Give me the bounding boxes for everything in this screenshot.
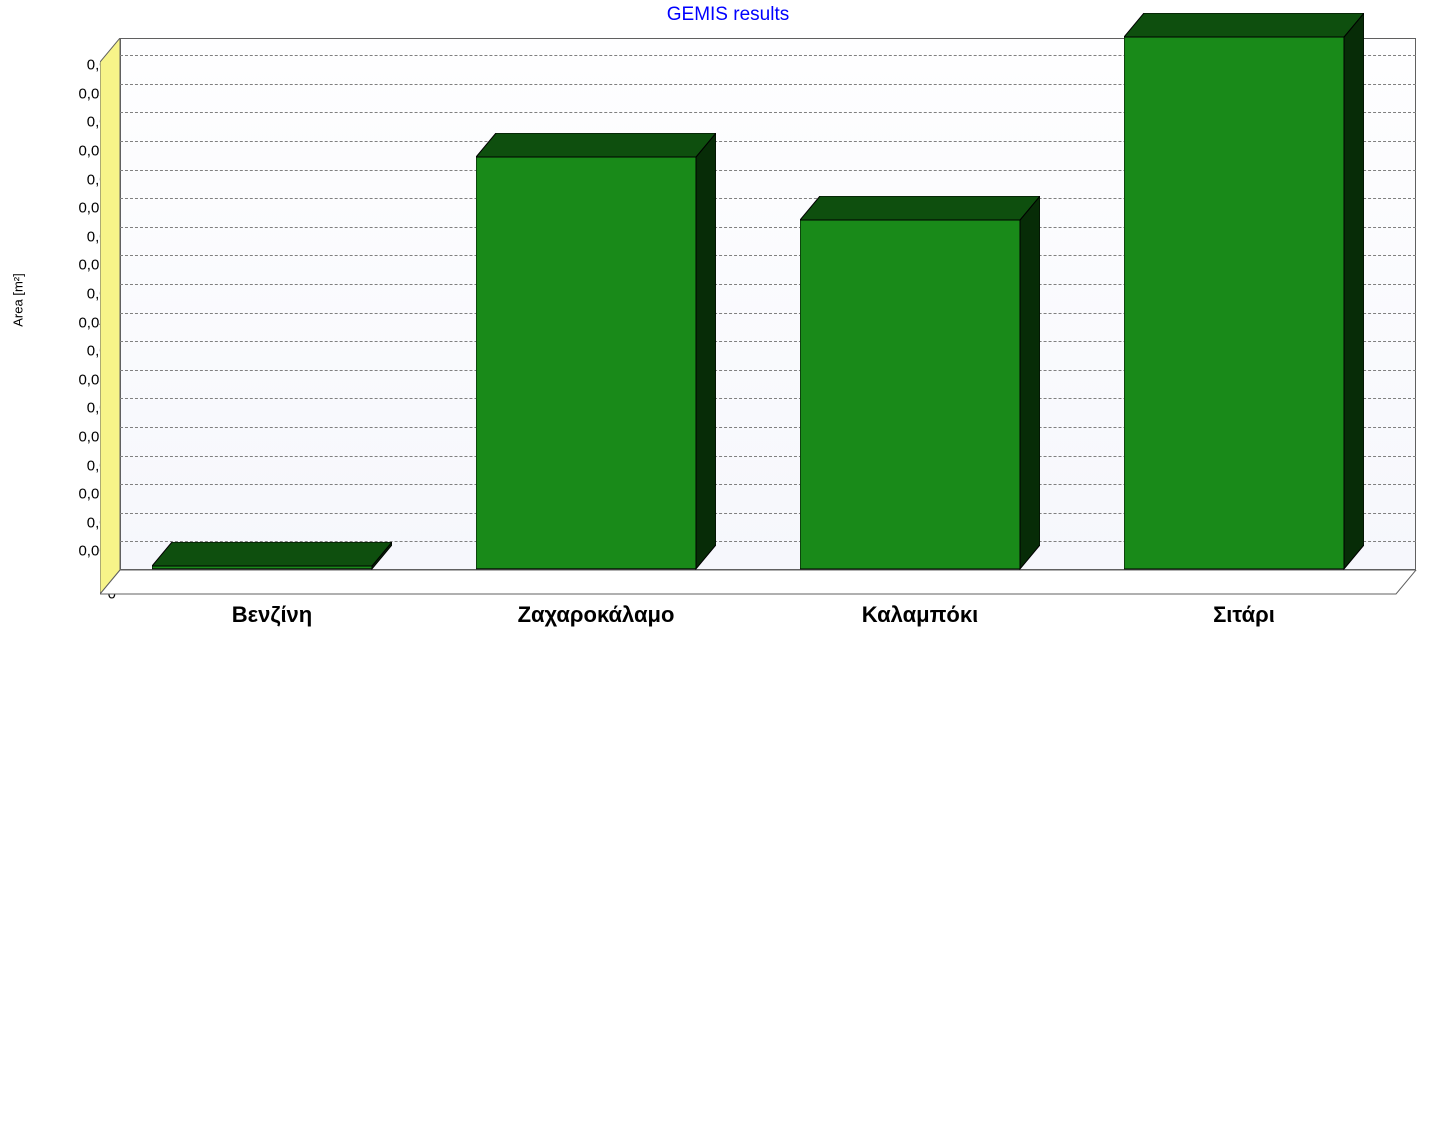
x-category-label: Βενζίνη <box>122 602 422 628</box>
x-category-label: Καλαμπόκι <box>770 602 1070 628</box>
chart-container: GEMIS results Area [m²] 00,0050,010,0150… <box>0 0 1456 651</box>
y-axis-label: Area [m²] <box>11 273 26 326</box>
plot-area <box>100 38 1432 594</box>
bar <box>1124 14 1364 570</box>
bar <box>800 197 1040 570</box>
bar-shape <box>1124 13 1364 570</box>
bar-shape <box>800 196 1040 570</box>
bar-shape <box>476 133 716 570</box>
bar <box>476 134 716 570</box>
x-category-label: Ζαχαροκάλαμο <box>446 602 746 628</box>
y-axis-label-text: Area [m²] <box>11 273 26 326</box>
bar-shape <box>152 542 392 570</box>
y-axis-wall <box>100 38 120 594</box>
x-category-label: Σιτάρι <box>1094 602 1394 628</box>
chart-title-text: GEMIS results <box>667 4 789 25</box>
plot-floor <box>100 570 1432 1126</box>
bar <box>152 543 392 570</box>
